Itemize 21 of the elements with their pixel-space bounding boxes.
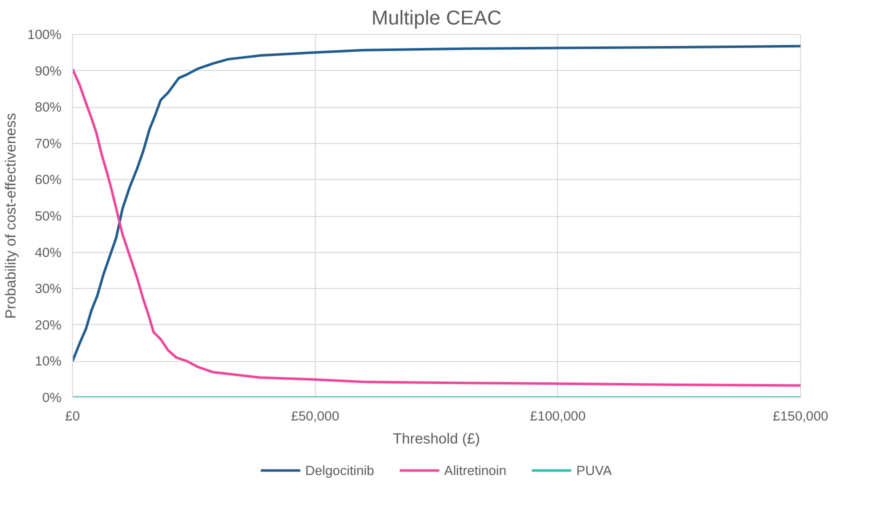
y-tick-label: 80%: [34, 100, 62, 115]
y-tick-label: 100%: [27, 27, 62, 42]
legend-label: Alitretinoin: [444, 462, 506, 478]
y-tick-label: 60%: [34, 172, 62, 188]
x-axis-title: Threshold (£): [392, 432, 480, 448]
y-tick-label: 90%: [34, 63, 62, 78]
y-tick-label: 20%: [34, 317, 62, 332]
y-tick-label: 40%: [34, 244, 62, 260]
x-tick-label: £50,000: [291, 408, 340, 424]
y-tick-label: 50%: [34, 208, 62, 224]
legend-label: Delgocitinib: [305, 462, 374, 478]
x-tick-label: £150,000: [772, 408, 828, 424]
y-tick-label: 0%: [42, 390, 62, 405]
legend-label: PUVA: [576, 462, 612, 478]
y-axis-title: Probability of cost-effectiveness: [3, 113, 20, 319]
y-tick-label: 70%: [34, 136, 62, 151]
chart-title: Multiple CEAC: [371, 8, 502, 30]
y-tick-label: 30%: [34, 281, 62, 296]
x-tick-label: £100,000: [530, 408, 586, 424]
y-tick-label: 10%: [34, 354, 62, 369]
x-tick-label: £0: [65, 408, 80, 424]
